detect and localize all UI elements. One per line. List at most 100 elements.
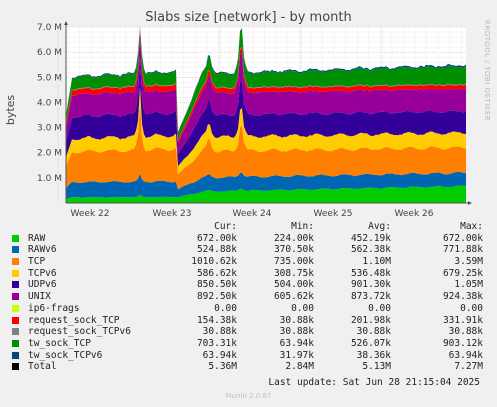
legend-name: request_sock_TCP	[28, 314, 120, 326]
legend-row: request_sock_TCP 154.38k 30.88k 201.98k 331.…	[10, 315, 490, 327]
legend-avg: 38.36k	[356, 349, 391, 361]
y-axis-label: bytes	[4, 95, 17, 126]
legend-min: 735.00k	[273, 256, 314, 268]
legend-name: TCP	[28, 256, 46, 268]
legend-row: RAWv6 524.88k 370.50k 562.38k 771.88k	[10, 244, 490, 256]
legend-max: 924.38k	[442, 291, 483, 303]
legend-row: UDPv6 850.50k 504.00k 901.30k 1.05M	[10, 279, 490, 291]
legend-row: Total 5.36M 2.84M 5.13M 7.27M	[10, 361, 490, 373]
legend-swatch	[12, 351, 19, 359]
legend-name: tw_sock_TCPv6	[28, 349, 103, 361]
legend-cur: 5.36M	[208, 361, 237, 373]
munin-version: Munin 2.0.67	[225, 392, 272, 400]
legend-cur: 1010.62k	[191, 256, 237, 268]
legend-cur: 703.31k	[196, 337, 237, 349]
legend-row: ip6-frags 0.00 0.00 0.00 0.00	[10, 303, 490, 315]
legend-min: 370.50k	[273, 244, 314, 256]
legend-row: UNIX 892.50k 605.62k 873.72k 924.38k	[10, 291, 490, 303]
legend-cur: 586.62k	[196, 267, 237, 279]
x-tick-label: Week 23	[153, 209, 192, 219]
legend-max: 672.00k	[442, 232, 483, 244]
legend-row: tw_sock_TCP 703.31k 63.94k 526.07k 903.12k	[10, 338, 490, 350]
legend-swatch	[12, 304, 19, 312]
legend-avg: 452.19k	[350, 232, 391, 244]
legend-row: TCP 1010.62k 735.00k 1.10M 3.59M	[10, 256, 490, 268]
legend-swatch	[12, 328, 19, 336]
legend-max: 331.91k	[442, 314, 483, 326]
legend-swatch	[12, 339, 19, 347]
area-UDPv6	[66, 57, 466, 167]
last-update: Last update: Sat Jun 28 21:15:04 2025	[268, 377, 480, 388]
legend-min: 30.88k	[279, 314, 314, 326]
legend-avg: 1.10M	[362, 256, 391, 268]
x-tick-label: Week 25	[314, 209, 353, 219]
legend-max: 771.88k	[442, 244, 483, 256]
header-avg: Avg:	[368, 221, 391, 232]
legend-max: 30.88k	[448, 326, 483, 338]
y-tick-label: 7.0 M	[37, 23, 62, 33]
legend-avg: 562.38k	[350, 244, 391, 256]
legend-cur: 63.94k	[202, 349, 237, 361]
legend-name: UDPv6	[28, 279, 57, 291]
legend-avg: 30.88k	[356, 326, 391, 338]
legend-swatch	[12, 281, 19, 289]
y-tick-label: 6.0 M	[37, 48, 62, 58]
legend-row: RAW 672.00k 224.00k 452.19k 672.00k	[10, 233, 490, 245]
legend-min: 31.97k	[279, 349, 314, 361]
legend-name: RAWv6	[28, 244, 57, 256]
area-TCP	[66, 103, 466, 190]
x-axis-arrow	[468, 201, 472, 205]
legend-name: RAW	[28, 232, 46, 244]
y-tick-label: 4.0 M	[37, 98, 62, 108]
legend-name: TCPv6	[28, 267, 57, 279]
legend-cur: 672.00k	[196, 232, 237, 244]
legend-min: 0.00	[291, 302, 314, 314]
legend-row: request_sock_TCPv6 30.88k 30.88k 30.88k 30.8…	[10, 326, 490, 338]
area-UNIX	[66, 27, 466, 155]
legend-cur: 524.88k	[196, 244, 237, 256]
legend-min: 63.94k	[279, 337, 314, 349]
legend-avg: 0.00	[368, 302, 391, 314]
legend-cur: 30.88k	[202, 326, 237, 338]
chart-title: Slabs size [network] - by month	[145, 10, 352, 25]
y-tick-label: 3.0 M	[37, 124, 62, 134]
legend-max: 3.59M	[454, 256, 483, 268]
legend-avg: 873.72k	[350, 291, 391, 303]
legend-swatch	[12, 293, 19, 301]
legend-max: 0.00	[460, 302, 483, 314]
legend-name: request_sock_TCPv6	[28, 326, 131, 338]
legend-row: tw_sock_TCPv6 63.94k 31.97k 38.36k 63.94k	[10, 350, 490, 362]
legend-cur: 892.50k	[196, 291, 237, 303]
legend-row: TCPv6 586.62k 308.75k 536.48k 679.25k	[10, 268, 490, 280]
y-tick-label: 2.0 M	[37, 149, 62, 159]
legend-max: 1.05M	[454, 279, 483, 291]
area-chart: 1.0 M 2.0 M 3.0 M 4.0 M 5.0 M 6.0 M 7.0 M Week …	[4, 21, 472, 219]
x-tick-label: Week 26	[395, 209, 434, 219]
legend-min: 2.84M	[285, 361, 314, 373]
legend-name: tw_sock_TCP	[28, 337, 91, 349]
y-tick-label: 5.0 M	[37, 73, 62, 83]
legend-name: UNIX	[28, 291, 51, 303]
area-tw_sock_TCP	[66, 27, 466, 140]
x-tick-label: Week 24	[233, 209, 272, 219]
legend-min: 224.00k	[273, 232, 314, 244]
area-RAWv6	[66, 171, 466, 200]
legend-table: Cur: Min: Avg: Max: RAW 672.00k 224.00k 452…	[10, 221, 490, 373]
legend-avg: 201.98k	[350, 314, 391, 326]
legend-swatch	[12, 363, 19, 371]
legend-swatch	[12, 258, 19, 266]
legend-swatch	[12, 246, 19, 254]
legend-avg: 526.07k	[350, 337, 391, 349]
legend-cur: 0.00	[214, 302, 237, 314]
legend-max: 63.94k	[448, 349, 483, 361]
legend-name: ip6-frags	[28, 302, 80, 314]
legend-min: 504.00k	[273, 279, 314, 291]
x-tick-label: Week 22	[71, 209, 110, 219]
area-RAW	[66, 185, 466, 203]
header-min: Min:	[291, 221, 314, 232]
legend-swatch	[12, 234, 19, 242]
legend-swatch	[12, 316, 19, 324]
legend-name: Total	[28, 361, 57, 373]
legend-cur: 850.50k	[196, 279, 237, 291]
legend-avg: 901.30k	[350, 279, 391, 291]
